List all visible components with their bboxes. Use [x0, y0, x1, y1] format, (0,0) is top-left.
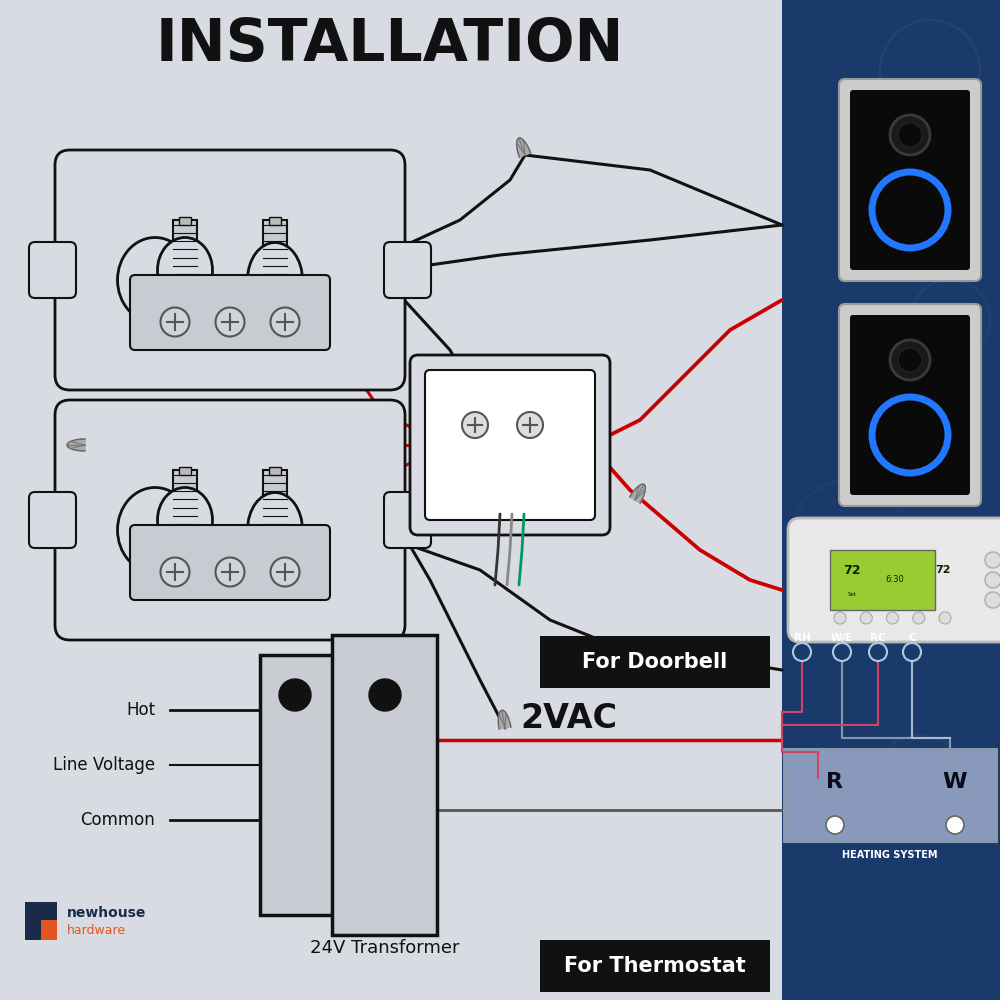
Text: R: R — [826, 772, 844, 792]
Polygon shape — [630, 484, 645, 503]
FancyBboxPatch shape — [425, 370, 595, 520]
FancyBboxPatch shape — [850, 315, 970, 495]
FancyBboxPatch shape — [540, 940, 770, 992]
FancyBboxPatch shape — [269, 467, 281, 475]
Text: C: C — [908, 633, 916, 643]
Circle shape — [890, 340, 930, 380]
Text: RH: RH — [794, 633, 810, 643]
Polygon shape — [517, 138, 531, 157]
Polygon shape — [0, 0, 782, 1000]
Text: For Doorbell: For Doorbell — [582, 652, 728, 672]
FancyBboxPatch shape — [839, 304, 981, 506]
FancyBboxPatch shape — [540, 636, 770, 688]
Circle shape — [215, 558, 244, 586]
FancyBboxPatch shape — [55, 400, 405, 640]
Circle shape — [279, 679, 311, 711]
FancyBboxPatch shape — [260, 655, 345, 915]
FancyBboxPatch shape — [130, 525, 330, 600]
FancyBboxPatch shape — [179, 217, 191, 225]
FancyBboxPatch shape — [332, 635, 437, 935]
Text: W: W — [943, 772, 967, 792]
Circle shape — [270, 308, 299, 337]
Ellipse shape — [158, 237, 212, 302]
Circle shape — [985, 592, 1000, 608]
Circle shape — [160, 308, 189, 337]
Polygon shape — [67, 439, 85, 451]
FancyBboxPatch shape — [55, 150, 405, 390]
Text: INSTALLATION: INSTALLATION — [156, 16, 624, 73]
Circle shape — [885, 185, 935, 235]
FancyBboxPatch shape — [830, 550, 935, 610]
FancyBboxPatch shape — [173, 220, 197, 295]
FancyBboxPatch shape — [839, 79, 981, 281]
Text: 6:30: 6:30 — [886, 576, 904, 584]
FancyBboxPatch shape — [29, 492, 76, 548]
Circle shape — [215, 308, 244, 337]
Circle shape — [985, 552, 1000, 568]
Circle shape — [270, 558, 299, 586]
Circle shape — [913, 612, 925, 624]
FancyBboxPatch shape — [784, 749, 997, 842]
Ellipse shape — [248, 492, 302, 568]
Circle shape — [885, 410, 935, 460]
FancyBboxPatch shape — [788, 518, 1000, 642]
Ellipse shape — [117, 488, 192, 572]
Circle shape — [890, 115, 930, 155]
FancyBboxPatch shape — [410, 355, 610, 535]
Text: Common: Common — [80, 811, 155, 829]
FancyBboxPatch shape — [384, 242, 431, 298]
FancyBboxPatch shape — [850, 90, 970, 270]
Circle shape — [860, 612, 872, 624]
FancyBboxPatch shape — [263, 470, 287, 545]
Circle shape — [872, 172, 948, 248]
Text: Set: Set — [848, 592, 857, 597]
Circle shape — [834, 612, 846, 624]
Text: 24V Transformer: 24V Transformer — [310, 939, 460, 957]
Circle shape — [517, 412, 543, 438]
FancyBboxPatch shape — [25, 902, 57, 940]
FancyBboxPatch shape — [41, 920, 57, 940]
Circle shape — [369, 679, 401, 711]
Circle shape — [985, 572, 1000, 588]
FancyBboxPatch shape — [29, 242, 76, 298]
Text: W/E: W/E — [831, 633, 853, 643]
Circle shape — [887, 612, 899, 624]
FancyBboxPatch shape — [384, 492, 431, 548]
Circle shape — [160, 558, 189, 586]
Text: RC: RC — [870, 633, 886, 643]
Ellipse shape — [117, 237, 192, 322]
Text: newhouse: newhouse — [67, 906, 146, 920]
Text: Hot: Hot — [126, 701, 155, 719]
Text: hardware: hardware — [67, 924, 126, 936]
Ellipse shape — [158, 488, 212, 552]
Circle shape — [898, 123, 922, 147]
Circle shape — [946, 816, 964, 834]
Circle shape — [898, 348, 922, 372]
Circle shape — [826, 816, 844, 834]
FancyBboxPatch shape — [130, 275, 330, 350]
Ellipse shape — [248, 242, 302, 318]
Text: For Thermostat: For Thermostat — [564, 956, 746, 976]
Circle shape — [872, 397, 948, 473]
Circle shape — [939, 612, 951, 624]
Text: 72: 72 — [843, 564, 861, 576]
FancyBboxPatch shape — [173, 470, 197, 545]
Text: Line Voltage: Line Voltage — [53, 756, 155, 774]
FancyBboxPatch shape — [263, 220, 287, 295]
Text: 2VAC: 2VAC — [520, 702, 617, 734]
Polygon shape — [782, 0, 1000, 1000]
Circle shape — [462, 412, 488, 438]
Text: 72: 72 — [935, 565, 951, 575]
Text: HEATING SYSTEM: HEATING SYSTEM — [842, 850, 938, 860]
FancyBboxPatch shape — [269, 217, 281, 225]
FancyBboxPatch shape — [179, 467, 191, 475]
Polygon shape — [498, 710, 511, 729]
